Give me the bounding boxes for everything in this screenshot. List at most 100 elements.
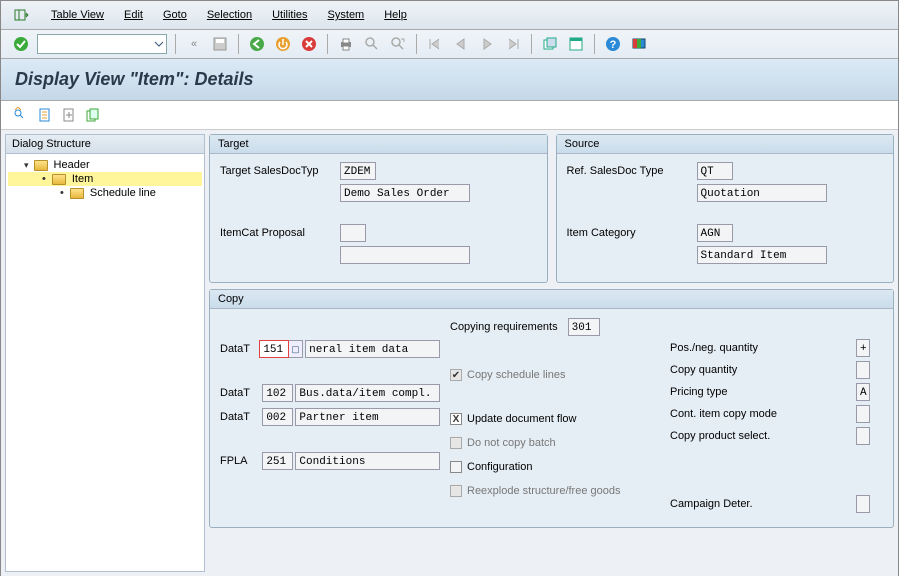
source-itemcat-desc: Standard Item	[697, 246, 827, 264]
menu-table-view[interactable]: Table View	[51, 9, 104, 21]
print-icon[interactable]	[336, 34, 356, 54]
copy-schedule-checkbox[interactable]	[450, 369, 462, 381]
copying-req-label: Copying requirements	[450, 321, 558, 333]
main-pane: Target Target SalesDocTyp ZDEM Demo Sale…	[209, 134, 894, 572]
page-title: Display View "Item": Details	[1, 59, 898, 101]
copyqty-label: Copy quantity	[670, 364, 810, 376]
copy-mid-col: Copying requirements 301 Copy schedule l…	[450, 317, 660, 501]
back-icon[interactable]	[247, 34, 267, 54]
copyqty-field[interactable]	[856, 361, 870, 379]
copy-schedule-label: Copy schedule lines	[467, 369, 565, 381]
find-next-icon[interactable]	[388, 34, 408, 54]
menu-icon[interactable]	[11, 5, 31, 25]
new-session-icon[interactable]	[540, 34, 560, 54]
target-itemcat-field[interactable]	[340, 224, 366, 242]
source-doctyp-desc: Quotation	[697, 184, 827, 202]
copy-app-icon[interactable]	[83, 105, 103, 125]
app-toolbar	[1, 101, 898, 130]
configuration-checkbox[interactable]	[450, 461, 462, 473]
source-doctyp-field[interactable]: QT	[697, 162, 733, 180]
content-area: Dialog Structure Header Item Schedule li…	[1, 130, 898, 576]
target-group: Target Target SalesDocTyp ZDEM Demo Sale…	[209, 134, 548, 283]
layout-icon[interactable]	[566, 34, 586, 54]
copy-group: Copy DataT 151▢ neral item data DataT 1	[209, 289, 894, 528]
menu-goto[interactable]: Goto	[163, 9, 187, 21]
tree-node-header[interactable]: Header	[8, 158, 202, 172]
copy-left-col: DataT 151▢ neral item data DataT 102 Bus…	[220, 317, 440, 471]
prodsel-field[interactable]	[856, 427, 870, 445]
cancel-icon[interactable]	[299, 34, 319, 54]
menu-selection[interactable]: Selection	[207, 9, 252, 21]
menu-system[interactable]: System	[328, 9, 365, 21]
no-copy-batch-label: Do not copy batch	[467, 437, 556, 449]
print-app-icon[interactable]	[35, 105, 55, 125]
source-group: Source Ref. SalesDoc Type QT Quotation I…	[556, 134, 895, 283]
save-icon[interactable]	[210, 34, 230, 54]
no-copy-batch-checkbox[interactable]	[450, 437, 462, 449]
left-dbl-icon[interactable]: «	[184, 34, 204, 54]
datat3-code[interactable]: 002	[262, 408, 293, 426]
tree-node-item[interactable]: Item	[8, 172, 202, 186]
datat3-label: DataT	[220, 411, 262, 423]
find-icon[interactable]	[362, 34, 382, 54]
target-itemcat-label: ItemCat Proposal	[220, 227, 340, 239]
datat1-label: DataT	[220, 343, 259, 355]
target-group-header: Target	[210, 135, 547, 154]
tree-header: Dialog Structure	[6, 135, 204, 154]
tree-pane: Dialog Structure Header Item Schedule li…	[5, 134, 205, 572]
update-docflow-checkbox[interactable]	[450, 413, 462, 425]
tree-node-label: Item	[72, 173, 93, 185]
folder-closed-icon	[34, 160, 48, 171]
source-itemcat-field[interactable]: AGN	[697, 224, 733, 242]
campaign-field[interactable]	[856, 495, 870, 513]
command-field[interactable]	[37, 34, 167, 54]
configuration-label: Configuration	[467, 461, 532, 473]
fpla-code[interactable]: 251	[262, 452, 293, 470]
cont-field[interactable]	[856, 405, 870, 423]
campaign-label: Campaign Deter.	[670, 498, 810, 510]
folder-open-icon	[52, 174, 66, 185]
last-page-icon[interactable]	[503, 34, 523, 54]
prodsel-label: Copy product select.	[670, 430, 810, 442]
next-page-icon[interactable]	[477, 34, 497, 54]
datat2-text: Bus.data/item compl.	[295, 384, 440, 402]
tree-node-schedule[interactable]: Schedule line	[8, 186, 202, 200]
menu-help[interactable]: Help	[384, 9, 407, 21]
datat2-code[interactable]: 102	[262, 384, 293, 402]
menu-edit[interactable]: Edit	[124, 9, 143, 21]
source-doctyp-label: Ref. SalesDoc Type	[567, 165, 697, 177]
reexplode-label: Reexplode structure/free goods	[467, 485, 620, 497]
prev-page-icon[interactable]	[451, 34, 471, 54]
folder-closed-icon	[70, 188, 84, 199]
posneg-field[interactable]: +	[856, 339, 870, 357]
tree-node-label: Schedule line	[90, 187, 156, 199]
menubar: Table View Edit Goto Selection Utilities…	[1, 1, 898, 30]
target-doctyp-field[interactable]: ZDEM	[340, 162, 376, 180]
first-page-icon[interactable]	[425, 34, 445, 54]
svg-text:?: ?	[610, 39, 617, 51]
copy-right-col: Pos./neg. quantity + Copy quantity Prici…	[670, 317, 870, 513]
source-group-header: Source	[557, 135, 894, 154]
gui-options-icon[interactable]	[629, 34, 649, 54]
copy-group-header: Copy	[210, 290, 893, 309]
pricing-label: Pricing type	[670, 386, 810, 398]
target-doctyp-desc: Demo Sales Order	[340, 184, 470, 202]
source-itemcat-label: Item Category	[567, 227, 697, 239]
expand-all-icon[interactable]	[11, 105, 31, 125]
ok-icon[interactable]	[11, 34, 31, 54]
reexplode-checkbox[interactable]	[450, 485, 462, 497]
cont-label: Cont. item copy mode	[670, 408, 810, 420]
f4-icon[interactable]: ▢	[289, 340, 303, 358]
help-icon[interactable]: ?	[603, 34, 623, 54]
tree-node-label: Header	[54, 159, 90, 171]
fpla-text: Conditions	[295, 452, 440, 470]
toolbar: « ?	[1, 30, 898, 59]
datat1-code[interactable]: 151	[259, 340, 288, 358]
exit-icon[interactable]	[273, 34, 293, 54]
create-icon[interactable]	[59, 105, 79, 125]
pricing-field[interactable]: A	[856, 383, 870, 401]
menu-utilities[interactable]: Utilities	[272, 9, 307, 21]
copying-req-code[interactable]: 301	[568, 318, 600, 336]
update-docflow-label: Update document flow	[467, 413, 576, 425]
target-doctyp-label: Target SalesDocTyp	[220, 165, 340, 177]
